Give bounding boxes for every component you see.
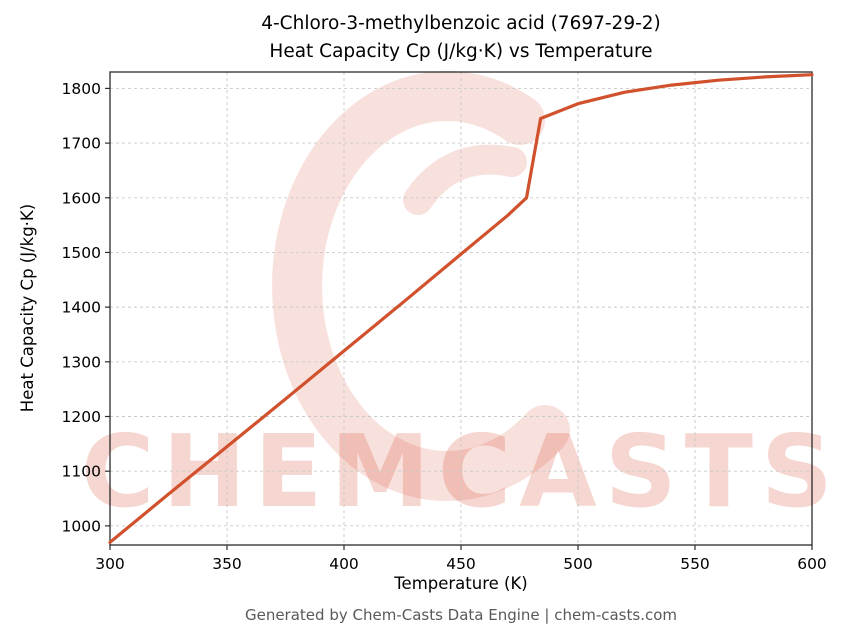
x-tick-label: 450 xyxy=(446,555,476,573)
y-tick-label: 1100 xyxy=(62,463,101,481)
x-tick-label: 500 xyxy=(563,555,593,573)
footer-credit: Generated by Chem-Casts Data Engine | ch… xyxy=(244,606,678,624)
y-axis-label: Heat Capacity Cp (J/kg·K) xyxy=(18,203,37,413)
y-tick-label: 1500 xyxy=(62,244,101,262)
x-tick-label: 350 xyxy=(212,555,242,573)
y-tick-label: 1600 xyxy=(62,189,101,207)
watermark-logo xyxy=(272,71,570,502)
y-tick-label: 1400 xyxy=(62,299,101,317)
x-tick-label: 400 xyxy=(329,555,359,573)
x-tick-label: 300 xyxy=(95,555,125,573)
y-tick-label: 1000 xyxy=(62,517,101,535)
x-tick-label: 550 xyxy=(680,555,710,573)
x-axis-label: Temperature (K) xyxy=(394,574,528,593)
y-tick-label: 1300 xyxy=(62,353,101,371)
watermark-swirl-inner xyxy=(403,144,527,215)
y-tick-label: 1800 xyxy=(62,80,101,98)
y-tick-label: 1700 xyxy=(62,135,101,153)
x-tick-label: 600 xyxy=(797,555,827,573)
chart-title-line2: Heat Capacity Cp (J/kg·K) vs Temperature xyxy=(269,41,653,62)
y-tick-label: 1200 xyxy=(62,408,101,426)
data-series-line xyxy=(108,73,814,544)
watermark-swirl-outer xyxy=(272,71,570,502)
chart-title-line1: 4-Chloro-3-methylbenzoic acid (7697-29-2… xyxy=(261,13,661,34)
